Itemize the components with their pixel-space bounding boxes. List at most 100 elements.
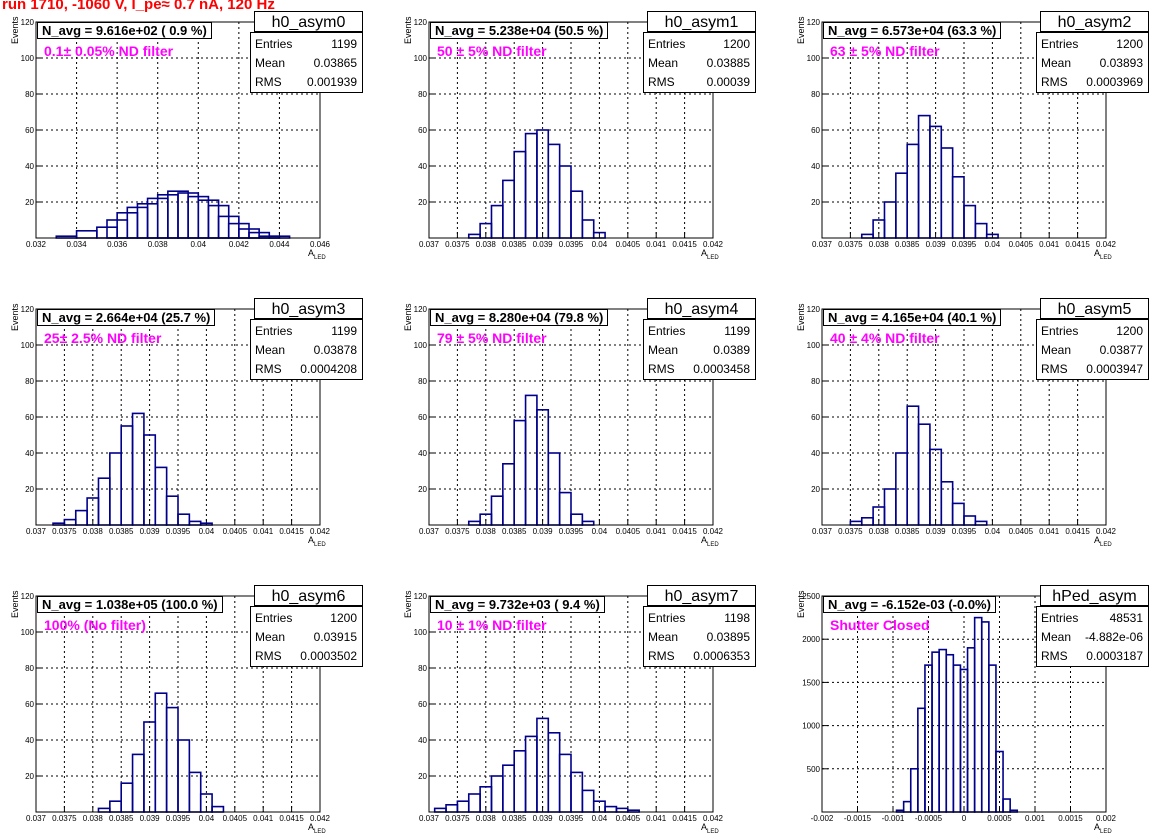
x-axis-label-main: A [1094, 822, 1101, 832]
x-axis-label-main: A [1094, 535, 1101, 545]
y-tick-label: 60 [25, 413, 34, 422]
stats-key: Entries [1041, 324, 1079, 338]
y-tick-label: 120 [807, 18, 821, 27]
y-axis-label: Events [10, 303, 20, 331]
histogram-bar [883, 201, 897, 239]
stats-key: Mean [648, 56, 679, 70]
x-tick-label: 0.0375 [838, 527, 863, 536]
histogram-panel-h0_asym0: 0.032 0.034 0.036 0.038 0.04 0.042 0.044 0.046 2… [0, 0, 363, 261]
stats-row-rms: RMS 0.0003969 [1041, 73, 1143, 91]
stats-value-mean: 0.03893 [1099, 56, 1143, 70]
y-tick-label: 2500 [802, 592, 820, 601]
y-tick-label: 60 [811, 126, 820, 135]
x-axis-label-sub: LED [1100, 254, 1112, 261]
histogram-bar [963, 204, 977, 239]
y-tick-label: 100 [807, 54, 821, 63]
histogram-name-box: h0_asym0 [254, 11, 363, 32]
stats-value-rms: 0.001939 [306, 75, 357, 89]
stats-key: RMS [1041, 75, 1068, 89]
stats-value-rms: 0.0003502 [300, 649, 357, 663]
histogram-bar [909, 768, 919, 813]
stats-row-mean: Mean 0.03885 [648, 54, 750, 72]
stats-value-rms: 0.0003458 [693, 362, 750, 376]
x-axis-label: ALED [308, 535, 326, 548]
stats-key: Entries [648, 37, 686, 51]
stats-row-mean: Mean 0.03915 [255, 628, 357, 646]
x-tick-label: 0.04 [190, 240, 206, 249]
stats-value-entries: 1200 [330, 611, 357, 625]
histogram-bar [570, 513, 584, 526]
x-tick-label: 0.0395 [952, 527, 977, 536]
stats-row-entries: Entries 1200 [1041, 35, 1143, 53]
x-tick-label: 0.0395 [952, 240, 977, 249]
y-tick-label: 1000 [802, 722, 820, 731]
x-tick-label: 0.042 [310, 814, 331, 823]
histogram-bar [490, 495, 504, 526]
histogram-name-box: h0_asym1 [647, 11, 756, 32]
x-tick-label: 0.042 [703, 240, 724, 249]
histogram-bar [120, 782, 134, 813]
stats-row-entries: Entries 1199 [648, 322, 750, 340]
histogram-bar [456, 800, 470, 813]
y-tick-label: 120 [21, 592, 35, 601]
histogram-bar [951, 502, 965, 526]
x-axis-label: ALED [308, 822, 326, 835]
histogram-bar [966, 647, 976, 813]
y-tick-label: 100 [414, 341, 428, 350]
y-axis-label: Events [403, 590, 413, 618]
n-avg-label: N_avg = 9.616e+02 ( 0.9 %) [37, 22, 212, 39]
histogram-bar [513, 750, 527, 813]
y-tick-label: 40 [418, 449, 427, 458]
x-tick-label: -0.002 [811, 814, 834, 823]
x-tick-label: 0.001 [1025, 814, 1046, 823]
stats-row-rms: RMS 0.0003187 [1041, 647, 1143, 665]
x-tick-label: 0.032 [26, 240, 47, 249]
y-tick-label: 60 [418, 700, 427, 709]
x-tick-label: 0.039 [533, 240, 554, 249]
x-tick-label: 0.039 [926, 527, 947, 536]
stats-key: RMS [648, 649, 675, 663]
stats-value-mean: 0.03885 [706, 56, 750, 70]
stats-row-entries: Entries 1200 [648, 35, 750, 53]
x-tick-label: 0.041 [646, 527, 667, 536]
stats-row-rms: RMS 0.0003458 [648, 360, 750, 378]
histogram-panel-h0_asym1: 0.037 0.0375 0.038 0.0385 0.039 0.0395 0.04 0.0… [393, 0, 756, 261]
x-tick-label: 0.0385 [109, 814, 134, 823]
stats-value-mean: 0.03865 [313, 56, 357, 70]
stats-key: Mean [648, 630, 679, 644]
histogram-bar [97, 477, 111, 526]
stats-value-rms: 0.0004208 [300, 362, 357, 376]
histogram-bar [938, 648, 948, 813]
x-tick-label: 0.0415 [1065, 240, 1090, 249]
y-tick-label: 60 [25, 700, 34, 709]
stats-row-mean: Mean 0.03895 [648, 628, 750, 646]
stats-row-entries: Entries 1200 [255, 609, 357, 627]
x-tick-label: 0.0405 [616, 527, 641, 536]
x-axis-label-sub: LED [707, 541, 719, 548]
stats-row-entries: Entries 1199 [255, 35, 357, 53]
stats-box: Entries 1199 Mean 0.0389 RMS 0.0003458 [643, 319, 756, 380]
x-tick-label: 0.039 [140, 814, 161, 823]
x-tick-label: 0.042 [1096, 240, 1117, 249]
y-tick-label: 100 [21, 628, 35, 637]
x-tick-label: -0.0015 [844, 814, 872, 823]
y-tick-label: 40 [811, 449, 820, 458]
x-tick-label: 0.042 [1096, 527, 1117, 536]
y-axis-label: Events [403, 16, 413, 44]
x-tick-label: 0.038 [476, 814, 497, 823]
stats-row-entries: Entries 48531 [1041, 609, 1143, 627]
x-axis-label-sub: LED [314, 254, 326, 261]
y-tick-label: 20 [418, 772, 427, 781]
stats-value-entries: 1198 [724, 611, 750, 625]
x-tick-label: 0.0395 [166, 814, 191, 823]
x-tick-label: 0.041 [1039, 240, 1060, 249]
y-tick-label: 80 [418, 664, 427, 673]
stats-row-mean: Mean 0.03878 [255, 341, 357, 359]
histogram-bar [951, 176, 965, 239]
x-tick-label: 0.0405 [616, 240, 641, 249]
y-tick-label: 100 [414, 628, 428, 637]
stats-row-mean: Mean -4.882e-06 [1041, 628, 1143, 646]
y-tick-label: 120 [414, 18, 428, 27]
x-axis-label: ALED [1094, 248, 1112, 261]
histogram-bar [211, 805, 225, 813]
